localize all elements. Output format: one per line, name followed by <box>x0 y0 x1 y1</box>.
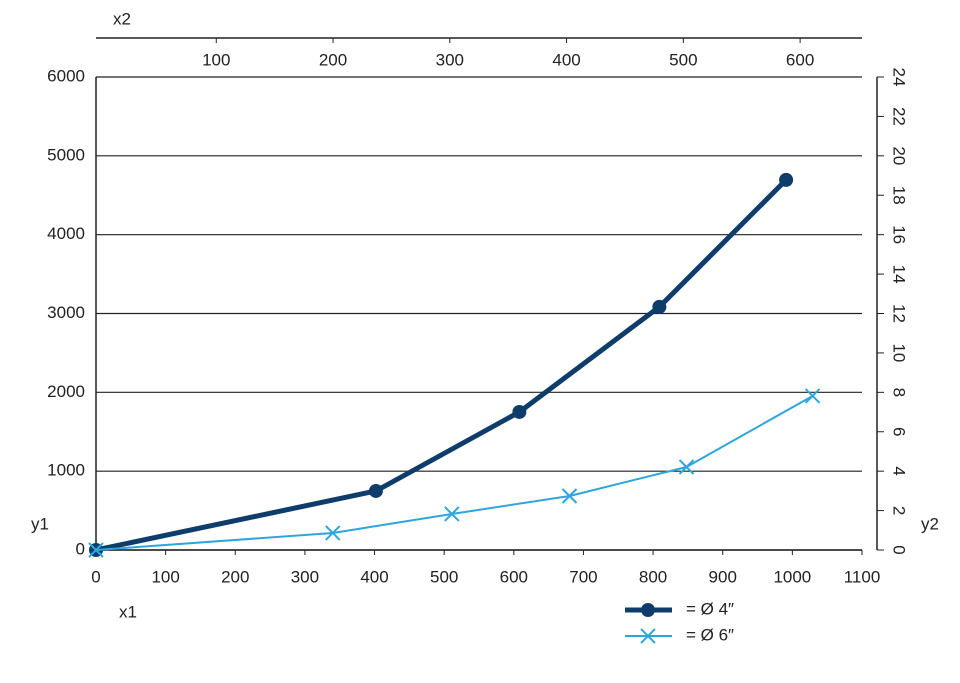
x-tick-label: 1000 <box>773 567 811 586</box>
y2-tick-label: 4 <box>890 466 909 475</box>
x-tick-label: 600 <box>500 567 528 586</box>
point <box>561 488 578 504</box>
y2-tick-label: 8 <box>890 388 909 397</box>
y-tick-label: 3000 <box>47 303 85 322</box>
point <box>779 172 794 187</box>
point <box>804 388 821 404</box>
point <box>88 542 104 558</box>
y2-tick-label: 10 <box>890 343 909 362</box>
x-tick-label: 900 <box>709 567 737 586</box>
series-line <box>95 395 814 551</box>
x2-tick-label: 200 <box>319 50 347 69</box>
point <box>678 459 695 475</box>
y2-tick-label: 2 <box>890 506 909 515</box>
legend-marker <box>641 603 655 617</box>
y2-tick-label: 22 <box>890 107 909 126</box>
x2-tick-label: 600 <box>786 50 814 69</box>
legend-marker <box>640 628 656 644</box>
y-tick-label: 2000 <box>47 382 85 401</box>
x-tick-label: 200 <box>221 567 249 586</box>
x-tick-label: 800 <box>639 567 667 586</box>
y2-tick-label: 14 <box>890 265 909 284</box>
point <box>512 404 527 419</box>
point <box>368 483 383 498</box>
x-tick-label: 700 <box>569 567 597 586</box>
x2-tick-label: 100 <box>202 50 230 69</box>
x-tick-label: 0 <box>91 567 100 586</box>
x-tick-label: 100 <box>151 567 179 586</box>
y-tick-label: 5000 <box>47 145 85 164</box>
x-tick-label: 500 <box>430 567 458 586</box>
legend-label: = Ø 4″ <box>686 599 734 618</box>
y2-tick-label: 24 <box>890 68 909 87</box>
x-axis-label: x1 <box>119 602 137 621</box>
x-tick-label: 1100 <box>844 567 881 586</box>
point <box>652 299 667 314</box>
y2-tick-label: 6 <box>890 427 909 436</box>
x2-tick-label: 300 <box>436 50 464 69</box>
legend-label: = Ø 6″ <box>686 625 734 644</box>
y2-tick-label: 16 <box>890 225 909 244</box>
y2-tick-label: 20 <box>890 146 909 165</box>
x-tick-label: 400 <box>360 567 388 586</box>
y2-axis-label: y2 <box>921 514 939 533</box>
y2-tick-label: 18 <box>890 186 909 205</box>
x2-tick-label: 400 <box>552 50 580 69</box>
x-tick-label: 300 <box>291 567 319 586</box>
y-tick-label: 0 <box>76 539 85 558</box>
y-tick-label: 4000 <box>47 224 85 243</box>
series-line <box>95 178 788 553</box>
y-tick-label: 1000 <box>47 461 85 480</box>
y2-tick-label: 0 <box>890 545 909 554</box>
point <box>325 525 341 541</box>
y-tick-label: 6000 <box>47 66 85 85</box>
y2-tick-label: 12 <box>890 304 909 323</box>
point <box>444 506 460 522</box>
x2-tick-label: 500 <box>669 50 697 69</box>
y-axis-label: y1 <box>31 514 49 533</box>
x2-axis-label: x2 <box>113 9 131 28</box>
